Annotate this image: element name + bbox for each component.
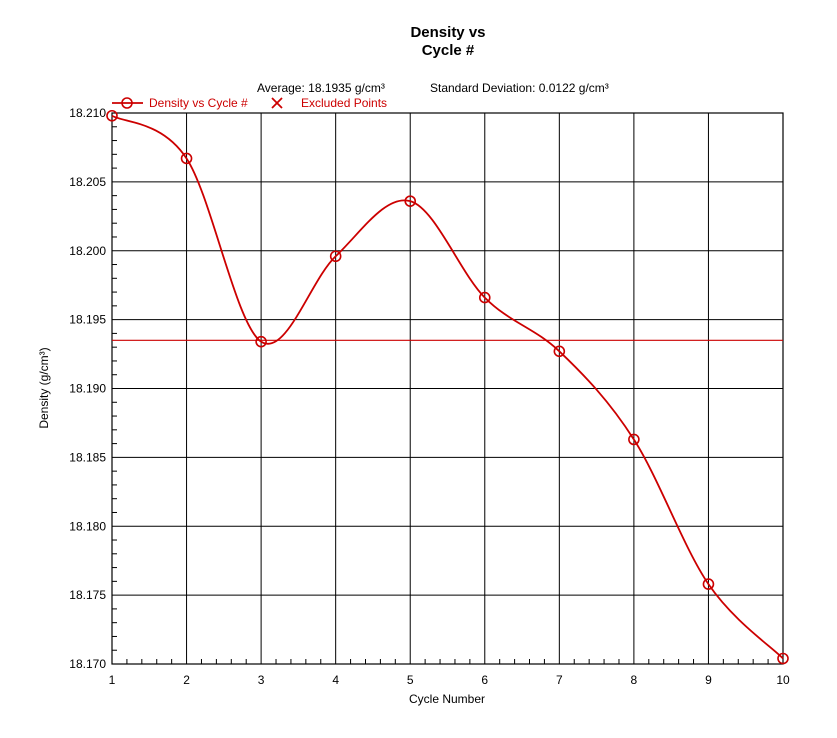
x-axis-title: Cycle Number xyxy=(409,692,485,706)
legend-series-label: Density vs Cycle # xyxy=(149,96,248,110)
data-point-cycle-1 xyxy=(106,109,118,122)
data-point-cycle-10 xyxy=(777,652,789,665)
x-tick-label: 10 xyxy=(776,673,790,687)
y-tick-label: 18.210 xyxy=(69,106,106,120)
series-layer xyxy=(106,109,789,665)
x-tick-label: 1 xyxy=(109,673,116,687)
average-stat: Average: 18.1935 g/cm³ xyxy=(257,81,385,95)
y-tick-labels: 18.170 18.175 18.180 18.185 18.190 18.195 18.2… xyxy=(69,106,106,671)
y-tick-label: 18.200 xyxy=(69,244,106,258)
chart-title-line-1: Density vs xyxy=(410,24,485,41)
data-point-cycle-9 xyxy=(702,578,715,590)
x-tick-label: 5 xyxy=(407,673,414,687)
data-point-cycle-6 xyxy=(478,291,491,304)
y-tick-label: 18.205 xyxy=(69,175,106,189)
grid xyxy=(111,112,784,665)
legend-series-marker xyxy=(121,97,133,109)
legend-excluded-marker xyxy=(271,97,283,109)
legend-excluded-label: Excluded Points xyxy=(301,96,387,110)
plot-frame xyxy=(111,112,784,665)
y-tick-label: 18.190 xyxy=(69,382,106,396)
x-tick-label: 7 xyxy=(556,673,563,687)
data-point-cycle-4 xyxy=(329,250,342,263)
x-tick-label: 8 xyxy=(631,673,638,687)
data-point-cycle-5 xyxy=(404,195,417,207)
y-axis-title: Density (g/cm³) xyxy=(37,347,51,428)
x-tick-label: 6 xyxy=(481,673,488,687)
legend: Density vs Cycle # Excluded Points xyxy=(112,96,387,110)
y-tick-label: 18.195 xyxy=(69,313,106,327)
data-point-cycle-8 xyxy=(628,433,640,446)
y-tick-label: 18.175 xyxy=(69,588,106,602)
x-tick-label: 4 xyxy=(332,673,339,687)
series-line-density xyxy=(111,114,784,660)
x-tick-label: 3 xyxy=(258,673,265,687)
x-tick-label: 9 xyxy=(705,673,712,687)
y-tick-label: 18.170 xyxy=(69,657,106,671)
x-tick-labels: 1 2 3 4 5 6 7 8 9 10 xyxy=(109,673,790,687)
y-tick-label: 18.180 xyxy=(69,519,106,533)
data-point-cycle-7 xyxy=(553,345,566,358)
data-point-cycle-2 xyxy=(180,152,193,165)
y-tick-label: 18.185 xyxy=(69,450,106,464)
minor-ticks xyxy=(112,126,769,664)
x-tick-label: 2 xyxy=(183,673,190,687)
chart-title-line-2: Cycle # xyxy=(422,42,475,59)
data-point-cycle-3 xyxy=(255,335,267,348)
std-dev-stat: Standard Deviation: 0.0122 g/cm³ xyxy=(430,81,609,95)
